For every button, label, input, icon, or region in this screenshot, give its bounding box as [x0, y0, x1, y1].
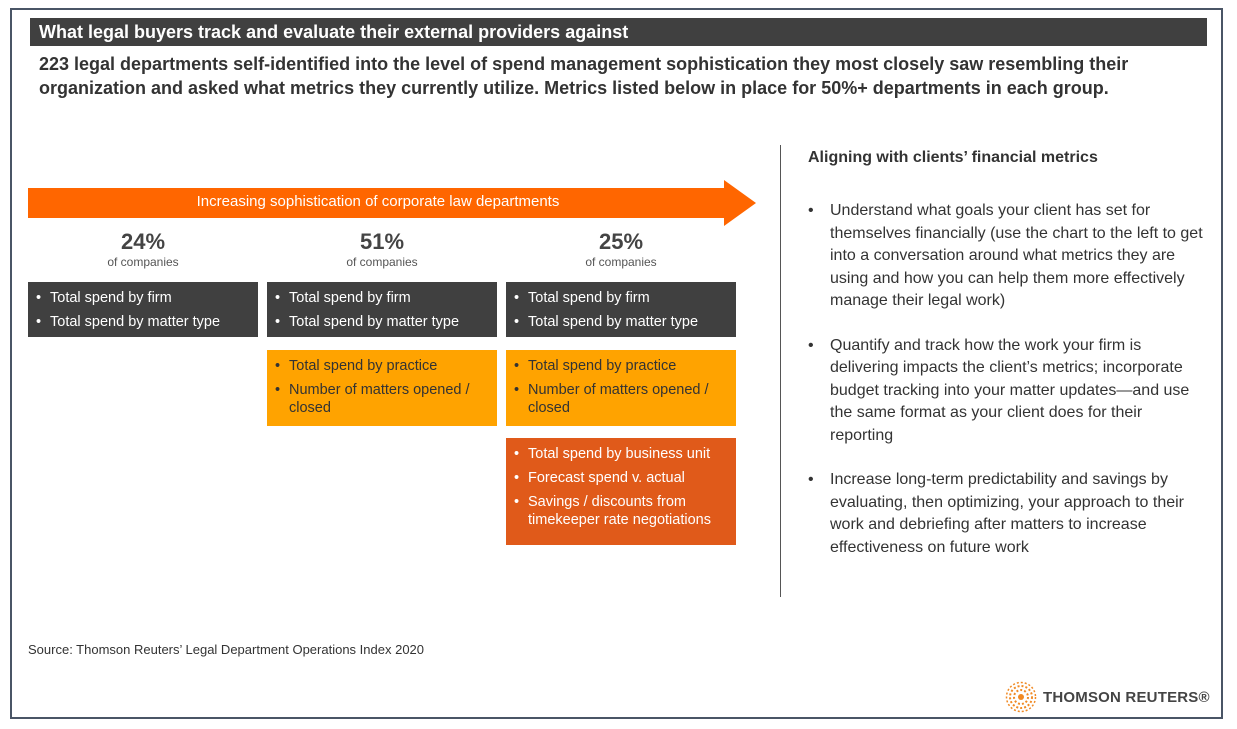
metric-item: Forecast spend v. actual	[514, 469, 728, 487]
sophistication-arrow	[28, 180, 756, 226]
basic-metrics-box: Total spend by firm Total spend by matte…	[267, 282, 497, 337]
metric-item: Total spend by matter type	[514, 313, 728, 331]
metric-item: Total spend by firm	[514, 289, 728, 307]
metric-item: Total spend by matter type	[275, 313, 489, 331]
metric-item: Total spend by firm	[275, 289, 489, 307]
metric-item: Savings / discounts from timekeeper rate…	[514, 493, 728, 529]
logo-dots-icon	[1005, 681, 1037, 713]
right-heading: Aligning with clients’ financial metrics	[808, 149, 1098, 166]
recommendations-list: Understand what goals your client has se…	[808, 200, 1203, 581]
group-percent: 24%	[120, 229, 166, 254]
slide-title: What legal buyers track and evaluate the…	[30, 18, 1207, 46]
group-label: of companies	[585, 255, 657, 269]
basic-metrics-box: Total spend by firm Total spend by matte…	[28, 282, 258, 337]
group-percent: 25%	[598, 229, 644, 254]
group-3: 25% of companies	[506, 229, 736, 269]
group-percent: 51%	[359, 229, 405, 254]
advanced-metrics-box: Total spend by business unit Forecast sp…	[506, 438, 736, 545]
source-note: Source: Thomson Reuters’ Legal Departmen…	[28, 642, 425, 657]
basic-metrics-box: Total spend by firm Total spend by matte…	[506, 282, 736, 337]
recommendation-item: Quantify and track how the work your fir…	[808, 335, 1203, 448]
slide-frame	[10, 8, 1223, 719]
metric-item: Number of matters opened / closed	[514, 381, 728, 417]
divider	[780, 145, 781, 597]
metric-item: Number of matters opened / closed	[275, 381, 489, 417]
arrow-label: Increasing sophistication of corporate l…	[196, 193, 560, 210]
intermediate-metrics-box: Total spend by practice Number of matter…	[267, 350, 497, 426]
group-1: 24% of companies	[28, 229, 258, 269]
metric-item: Total spend by firm	[36, 289, 250, 307]
recommendation-item: Increase long-term predictability and sa…	[808, 469, 1203, 559]
group-label: of companies	[346, 255, 418, 269]
thomson-reuters-logo: THOMSON REUTERS®	[1005, 681, 1210, 713]
intermediate-metrics-box: Total spend by practice Number of matter…	[506, 350, 736, 426]
group-label: of companies	[107, 255, 179, 269]
metric-item: Total spend by practice	[514, 357, 728, 375]
metric-item: Total spend by business unit	[514, 445, 728, 463]
subtitle: 223 legal departments self-identified in…	[39, 54, 1129, 98]
metric-item: Total spend by practice	[275, 357, 489, 375]
metric-item: Total spend by matter type	[36, 313, 250, 331]
logo-text: THOMSON REUTERS®	[1043, 688, 1210, 706]
recommendation-item: Understand what goals your client has se…	[808, 200, 1203, 313]
group-2: 51% of companies	[267, 229, 497, 269]
